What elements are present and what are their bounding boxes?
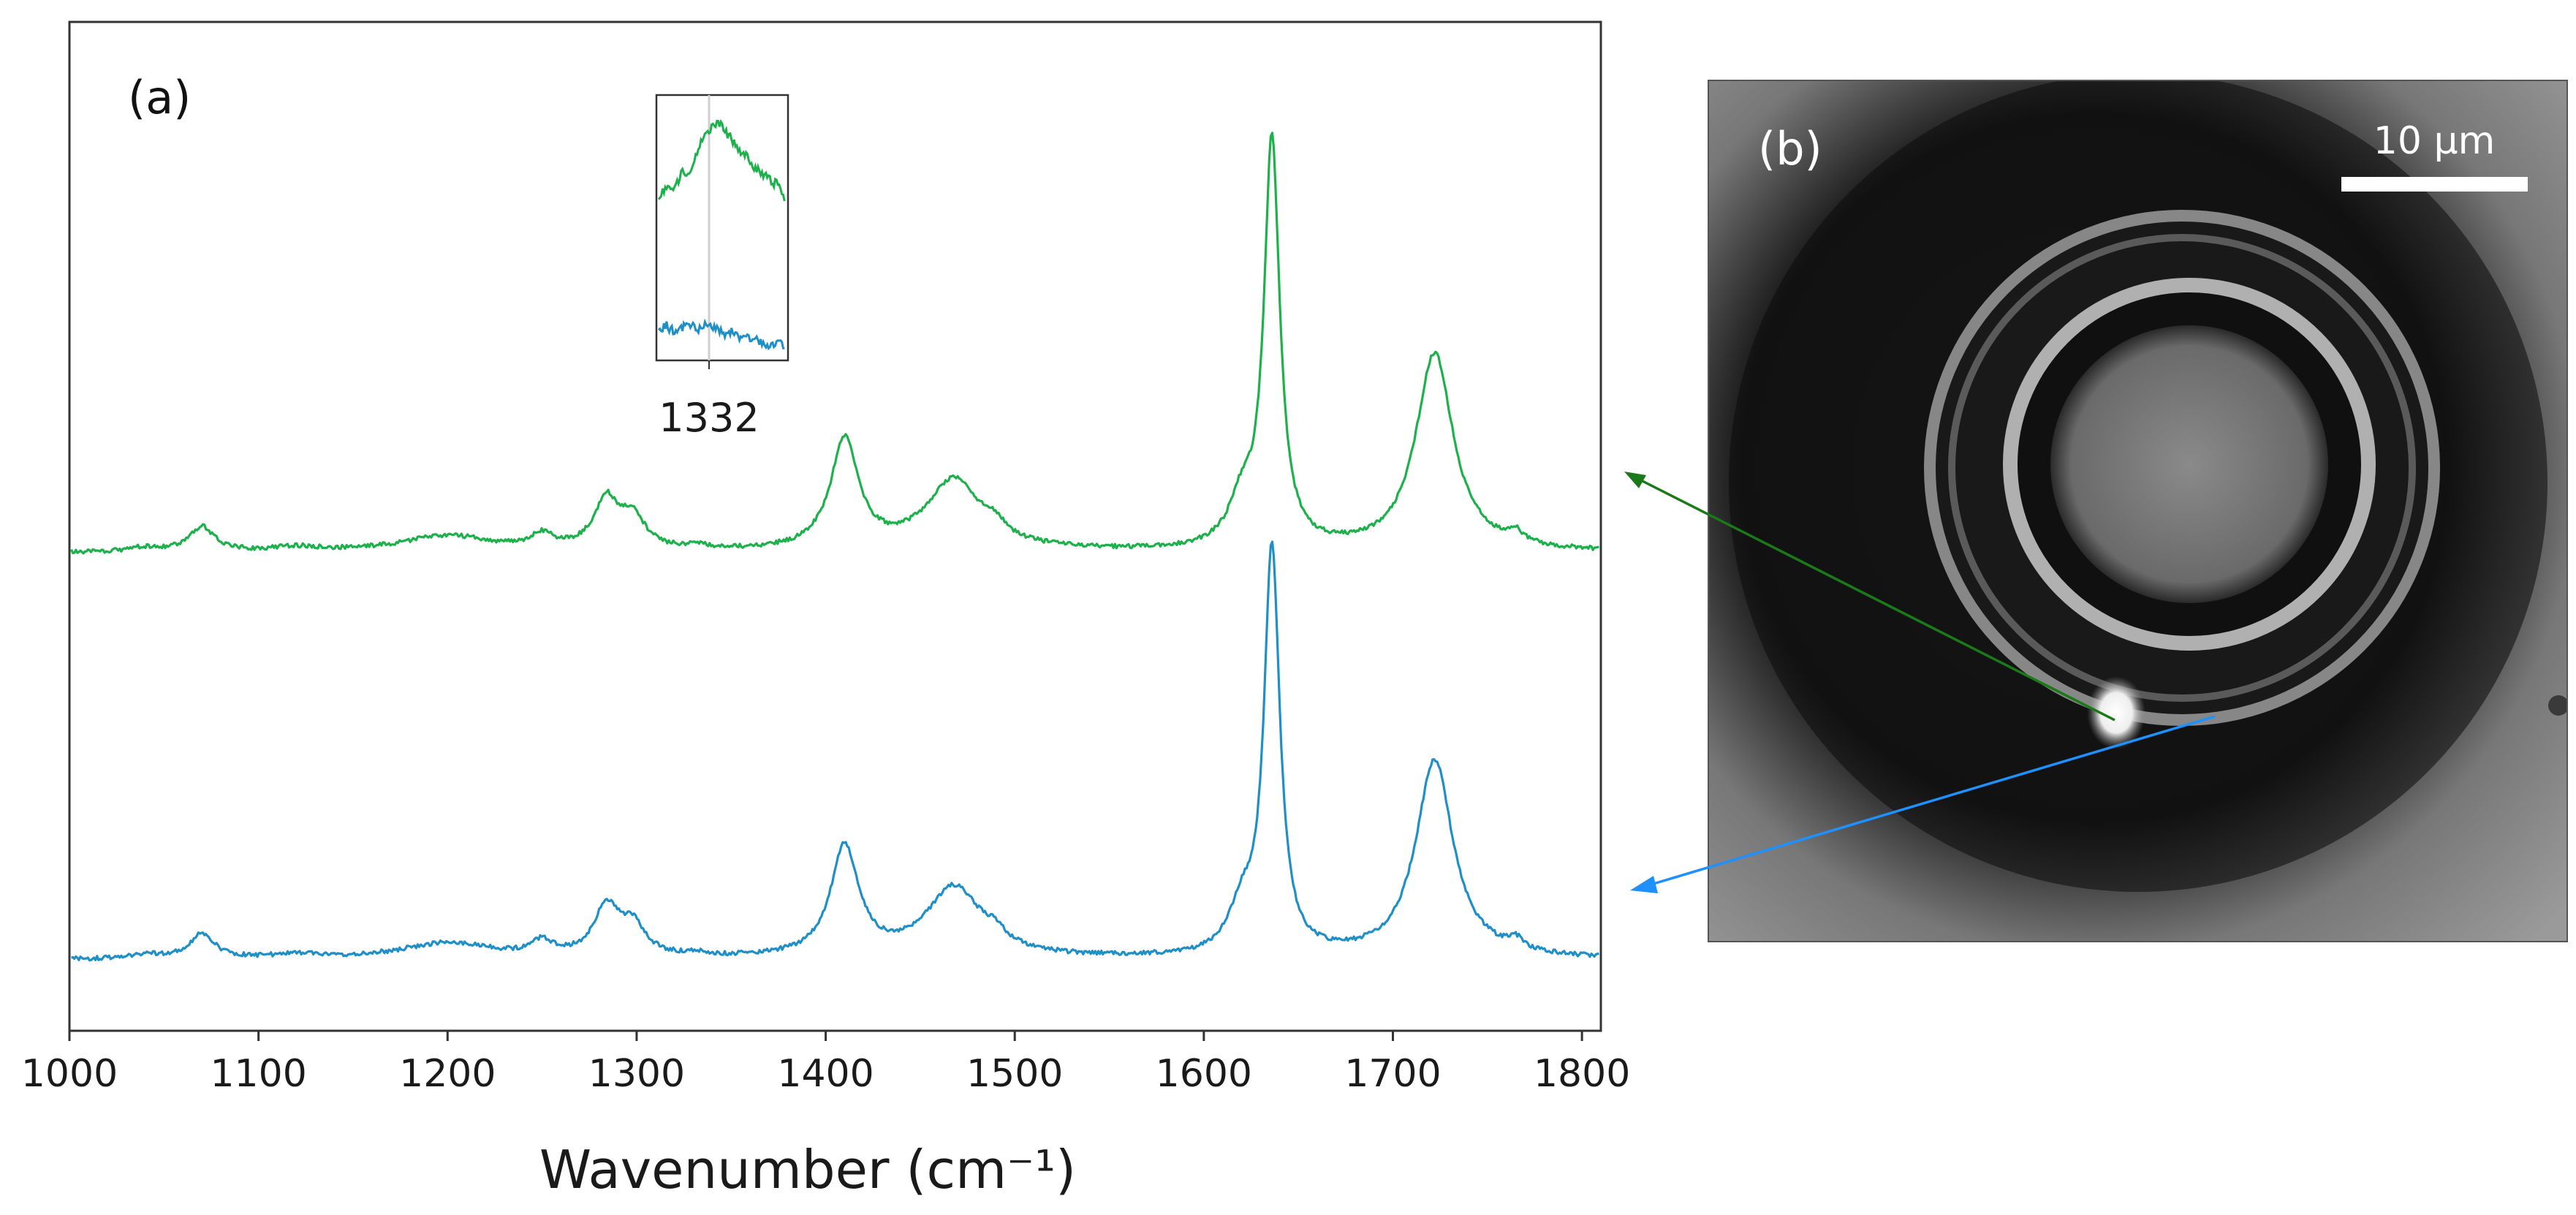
blue-arrowhead [1630, 876, 1658, 893]
series-green-line [70, 132, 1599, 555]
x-tick-label-1000: 1000 [21, 1052, 118, 1096]
edge-dot [2548, 695, 2567, 716]
series-blue-line [71, 540, 1599, 962]
micrograph-panel [1708, 80, 2567, 942]
x-tick-label-1400: 1400 [777, 1052, 874, 1096]
plot-frame [68, 20, 1602, 1032]
panel-a-label: (a) [128, 71, 191, 124]
inset: 1332 [655, 94, 789, 441]
scale-bar [2341, 177, 2528, 192]
center-disk [2050, 325, 2328, 603]
inset-series-blue [657, 318, 785, 351]
panel-b-label: (b) [1758, 122, 1822, 175]
x-axis-title: Wavenumber (cm⁻¹) [539, 1139, 1076, 1200]
x-tick-label-1100: 1100 [210, 1052, 306, 1096]
green-arrow [1633, 475, 2115, 722]
blue-arrow [1648, 715, 2216, 887]
x-tick-label-1800: 1800 [1534, 1052, 1630, 1096]
outer-ring-inner-edge [1948, 234, 2416, 702]
inset-series-green [657, 118, 786, 202]
x-tick-label-1500: 1500 [966, 1052, 1063, 1096]
x-tick-label-1700: 1700 [1344, 1052, 1441, 1096]
x-tick-label-1200: 1200 [399, 1052, 496, 1096]
bright-spot [2087, 676, 2145, 749]
green-arrowhead [1624, 472, 1646, 488]
x-tick-label-1600: 1600 [1156, 1052, 1252, 1096]
micrograph-border [1708, 80, 2568, 942]
x-axis-ticks: 1000 1100 1200 1300 1400 1500 1600 1700 1800 [21, 1031, 1630, 1096]
scale-bar-label: 10 μm [2374, 119, 2495, 163]
x-tick-label-1300: 1300 [588, 1052, 685, 1096]
inset-tick-label: 1332 [659, 395, 759, 441]
inset-frame [655, 94, 789, 362]
